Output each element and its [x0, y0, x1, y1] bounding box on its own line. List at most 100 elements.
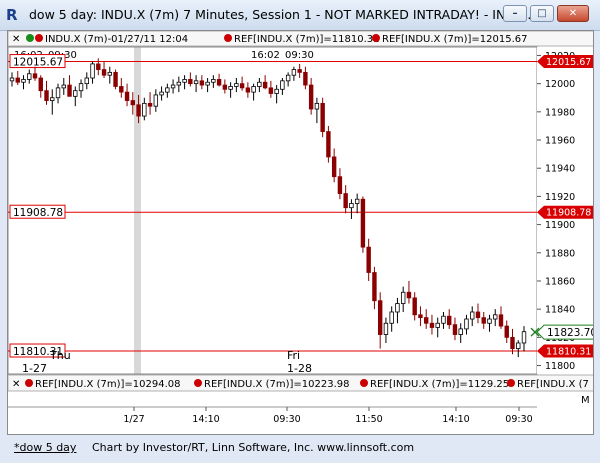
candle-body — [228, 86, 233, 90]
candle-body — [182, 79, 187, 83]
close-button[interactable]: ✕ — [557, 5, 589, 22]
candle-body — [343, 193, 348, 209]
title-bar: R dow 5 day: INDU.X (7m) 7 Minutes, Sess… — [0, 0, 600, 31]
candle-body — [274, 88, 279, 94]
bottom-ref-label-1: REF[INDU.X (7m)]=10294.08 — [35, 379, 180, 390]
time-tick-label: 09:30 — [273, 414, 300, 425]
reference-right-tag — [537, 344, 593, 358]
plot-border — [8, 46, 538, 375]
candle-body — [211, 79, 216, 83]
ref-dot-icon — [507, 379, 515, 387]
candle-body — [73, 90, 78, 97]
price-tick-label: 11940 — [545, 164, 575, 175]
candle-body — [205, 81, 210, 86]
candle-body — [464, 318, 469, 330]
candle-body — [383, 322, 389, 335]
candle-body — [124, 91, 130, 101]
last-price-label: 11823.70 — [547, 327, 594, 339]
candle-body — [337, 176, 343, 194]
chart-frame[interactable]: ✕ INDU.X (7m)-01/27/11 12:04 REF[INDU.X … — [7, 30, 594, 435]
price-tick-label: 11860 — [545, 276, 575, 287]
candle-body — [268, 87, 274, 94]
candle-body — [50, 97, 55, 101]
last-price-tag — [536, 324, 593, 340]
candle-body — [475, 311, 481, 319]
candle-body — [199, 80, 205, 86]
series-label: INDU.X (7m)-01/27/11 12:04 — [45, 34, 188, 45]
candle-body — [193, 80, 199, 85]
ref-dot-icon — [360, 379, 368, 387]
price-tick-label: 12000 — [545, 79, 575, 90]
candle-body — [493, 314, 498, 320]
reference-left-label: 12015.67 — [13, 57, 63, 69]
candle-body — [21, 79, 26, 83]
candle-body — [314, 102, 320, 110]
candle-body — [516, 342, 521, 350]
reference-right-label: 11810.31 — [546, 347, 591, 358]
chart-tab-link[interactable]: *dow 5 day — [14, 441, 77, 454]
date-label-thu: 1-27 — [22, 362, 47, 375]
candle-body — [188, 79, 193, 85]
candle-body — [165, 87, 170, 93]
candle-body — [257, 81, 262, 87]
candle-body — [412, 297, 417, 316]
candle-body — [44, 90, 49, 101]
top-legend-close-icon[interactable]: ✕ — [12, 34, 20, 45]
reference-right-label: 11908.78 — [546, 208, 591, 219]
reference-right-label: 12015.67 — [546, 57, 591, 68]
candle-body — [377, 300, 383, 335]
time-tick-label: 11:50 — [355, 414, 382, 425]
price-tick-label: 11980 — [545, 107, 575, 118]
bottom-legend-bar — [8, 374, 593, 392]
window-title: dow 5 day: INDU.X (7m) 7 Minutes, Sessio… — [29, 7, 536, 22]
candle-body — [136, 104, 141, 117]
candle-body — [487, 318, 492, 324]
candle-body — [61, 84, 66, 89]
candle-body — [262, 81, 268, 89]
candle-body — [458, 328, 463, 335]
price-tick-label: 11880 — [545, 248, 575, 259]
candle-body — [216, 79, 222, 86]
top-legend-bar — [8, 31, 593, 47]
candle-body — [84, 77, 89, 85]
candle-body — [395, 303, 400, 313]
time-tick-label: 1/27 — [123, 414, 144, 425]
day-label-thu: Thu — [49, 349, 71, 362]
bottom-ref-label-3: REF[INDU.X (7m)]=1129.25 — [370, 379, 509, 390]
candle-body — [441, 315, 446, 324]
candle-body — [429, 322, 435, 328]
ref-dot-icon — [25, 379, 33, 387]
candle-body — [418, 314, 423, 319]
candle-body — [452, 324, 458, 335]
down-indicator-icon — [35, 34, 43, 42]
date-label-fri: 1-28 — [287, 362, 312, 375]
maximize-button[interactable]: □ — [530, 5, 554, 22]
top-ref-label-2: REF[INDU.X (7m)]=12015.67 — [382, 34, 527, 45]
candle-body — [285, 74, 291, 82]
candle-body — [147, 102, 153, 107]
reference-left-tag — [9, 343, 66, 358]
price-tick-label: 11900 — [545, 220, 575, 231]
candle-body — [101, 69, 107, 76]
candle-body — [280, 80, 285, 90]
plot-area[interactable]: 1180011820118401186011880119001192011940… — [8, 46, 594, 375]
bottom-ref-label-4: REF[INDU.X (7 — [517, 379, 589, 390]
app-icon: R — [6, 6, 18, 24]
candle-body — [521, 331, 527, 344]
candle-body — [176, 81, 182, 86]
inset-time-3: 16:02 — [251, 50, 280, 61]
time-tick-label: 14:10 — [442, 414, 469, 425]
minimize-button[interactable]: – — [503, 5, 527, 22]
candle-body — [308, 84, 314, 110]
candle-body — [55, 87, 61, 99]
day-label-fri: Fri — [287, 349, 300, 362]
reference-left-label: 11908.78 — [13, 207, 63, 219]
ref-dot-icon — [224, 34, 232, 42]
price-chart[interactable]: ✕ INDU.X (7m)-01/27/11 12:04 REF[INDU.X … — [8, 31, 594, 435]
candle-body — [96, 63, 101, 70]
candle-body — [320, 102, 325, 132]
candle-body — [504, 325, 509, 338]
candle-body — [239, 83, 245, 89]
bottom-legend-close-icon[interactable]: ✕ — [12, 379, 20, 390]
reference-left-tag — [9, 204, 66, 219]
